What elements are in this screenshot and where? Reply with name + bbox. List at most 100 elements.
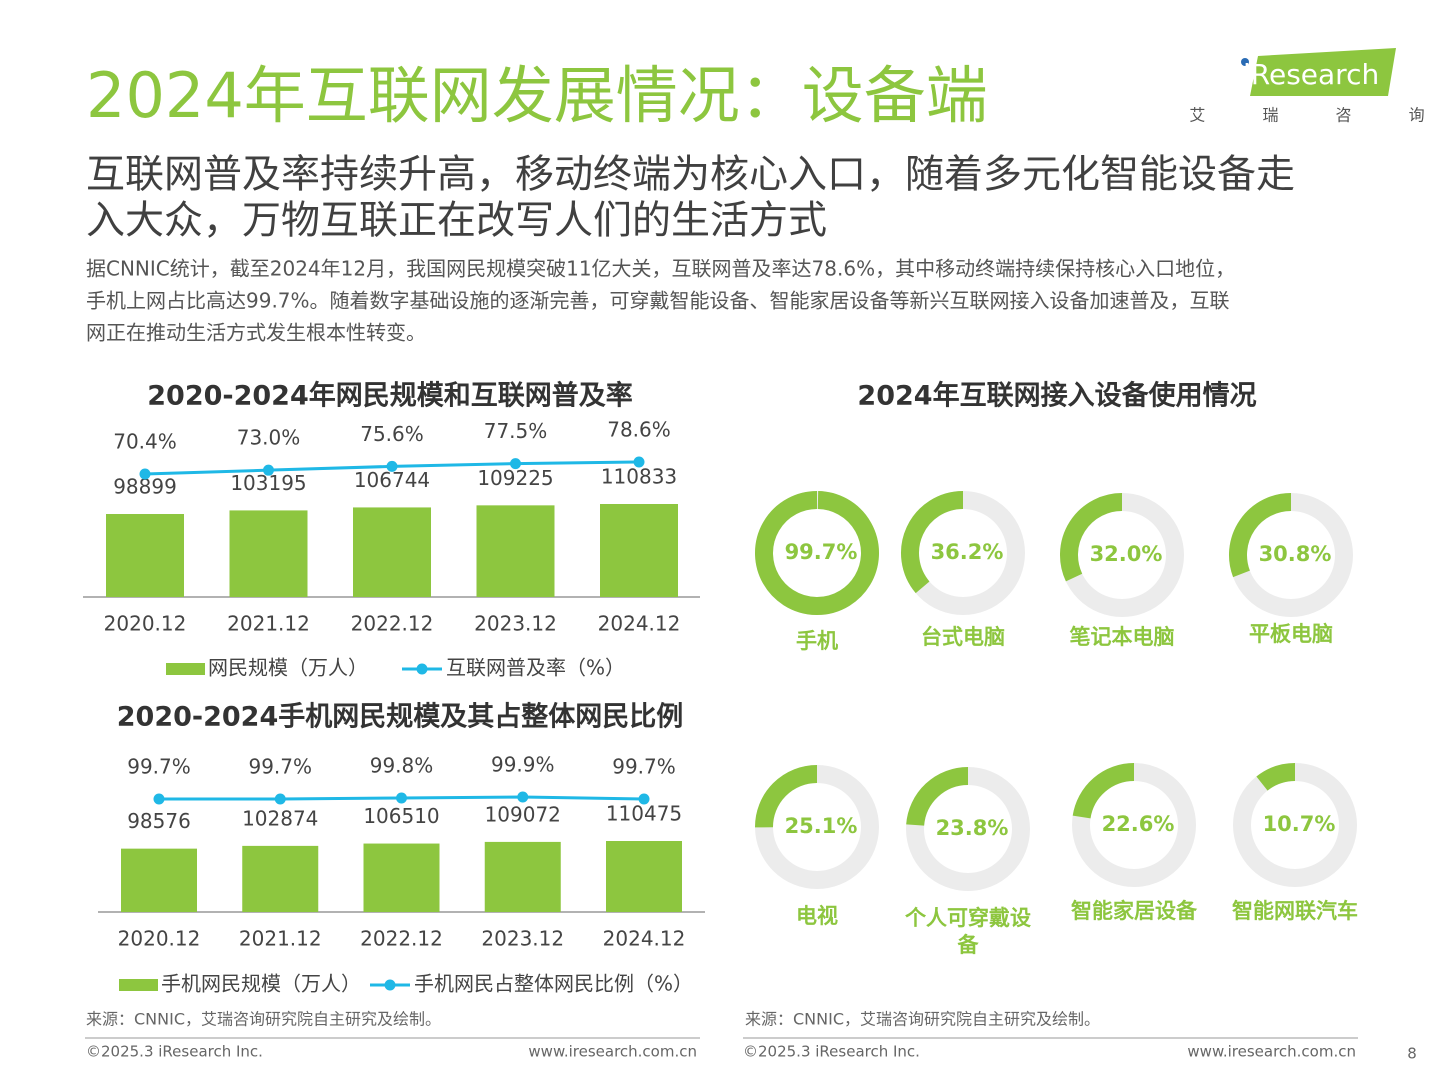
donut-arc <box>1060 493 1123 582</box>
donut-value-label: 30.8% <box>1259 542 1332 566</box>
chart-title: 2024年互联网接入设备使用情况 <box>857 380 1256 412</box>
donut-value-label: 23.8% <box>936 816 1009 840</box>
donut-category-label: 台式电脑 <box>921 625 1005 649</box>
page-title: 2024年互联网发展情况：设备端 <box>86 59 988 132</box>
legend-swatch <box>416 663 428 675</box>
logo: iResearch <box>1243 58 1379 91</box>
donut-value-label: 36.2% <box>931 540 1004 564</box>
line-point <box>153 793 165 805</box>
subtitle: 互联网普及率持续升高，移动终端为核心入口，随着多元化智能设备走 <box>86 153 1295 198</box>
url: www.iresearch.com.cn <box>1187 1043 1356 1061</box>
bar <box>476 505 555 597</box>
bar <box>242 845 319 912</box>
subtitle: 入大众，万物互联正在改写人们的生活方式 <box>86 199 827 244</box>
bar <box>600 504 678 597</box>
bar-value-label: 106744 <box>354 468 430 492</box>
line-point <box>510 458 521 470</box>
page-number: 8 <box>1407 1045 1417 1063</box>
line-point <box>517 791 529 803</box>
bar-value-label: 98576 <box>127 809 191 833</box>
donut-arc <box>901 491 964 594</box>
logo-subtitle: 艾 瑞 咨 询 <box>1189 106 1440 125</box>
copyright: ©2025.3 iResearch Inc. <box>86 1043 263 1061</box>
bar <box>106 514 184 597</box>
bar <box>353 507 431 597</box>
line-value-label: 99.7% <box>127 755 191 779</box>
donut-category-label: 智能家居设备 <box>1071 899 1197 923</box>
donut-value-label: 32.0% <box>1090 542 1163 566</box>
legend-label: 互联网普及率（%） <box>446 656 625 680</box>
paragraph: 据CNNIC统计，截至2024年12月，我国网民规模突破11亿大关，互联网普及率… <box>86 257 1235 281</box>
line-value-label: 99.7% <box>612 755 676 779</box>
bar-value-label: 106510 <box>363 804 439 828</box>
bar-value-label: 110475 <box>606 802 682 826</box>
bar <box>363 843 440 912</box>
logo-dot <box>1241 58 1249 66</box>
bar-value-label: 109072 <box>485 802 561 826</box>
line-point <box>274 793 286 805</box>
donut-arc <box>755 491 879 615</box>
x-tick-label: 2022.12 <box>360 927 443 951</box>
chart-title: 2020-2024手机网民规模及其占整体网民比例 <box>117 702 684 733</box>
legend-label: 网民规模（万人） <box>208 656 368 680</box>
bar-value-label: 109225 <box>477 466 553 490</box>
x-tick-label: 2023.12 <box>481 927 564 951</box>
line-point <box>139 468 151 480</box>
donut-category-label: 笔记本电脑 <box>1069 625 1175 649</box>
donut-category-label: 手机 <box>796 629 838 653</box>
donut-value-label: 25.1% <box>785 814 858 838</box>
bar-value-label: 102874 <box>242 806 318 830</box>
bar <box>121 848 197 912</box>
donut-arc <box>1229 493 1292 578</box>
legend-label: 手机网民占整体网民比例（%） <box>414 972 693 996</box>
x-tick-label: 2024.12 <box>603 927 686 951</box>
donut-category-label: 平板电脑 <box>1249 622 1333 646</box>
line-value-label: 70.4% <box>113 429 177 453</box>
donut-category-label: 个人可穿戴设备 <box>905 906 1031 957</box>
donut-category-label: 智能网联汽车 <box>1232 899 1358 923</box>
bar <box>484 841 561 912</box>
bar <box>229 510 308 597</box>
donut-arc <box>1256 763 1296 791</box>
x-tick-label: 2021.12 <box>227 612 310 636</box>
donut-arc <box>755 765 818 828</box>
bar-value-label: 110833 <box>601 465 677 489</box>
source: 来源：CNNIC，艾瑞咨询研究院自主研究及绘制。 <box>745 1010 1100 1029</box>
donut-category-label: 电视 <box>796 904 838 928</box>
x-tick-label: 2024.12 <box>598 612 681 636</box>
line-point <box>263 464 274 476</box>
logo-shape <box>1250 48 1396 96</box>
bar <box>606 841 682 912</box>
x-tick-label: 2023.12 <box>474 612 557 636</box>
legend-swatch <box>166 663 205 675</box>
donut-arc <box>1072 763 1135 819</box>
legend-swatch <box>119 979 158 991</box>
donut-value-label: 10.7% <box>1263 812 1336 836</box>
x-tick-label: 2020.12 <box>104 612 187 636</box>
donut-value-label: 99.7% <box>785 540 858 564</box>
x-tick-label: 2021.12 <box>239 927 322 951</box>
chart-title: 2020-2024年网民规模和互联网普及率 <box>147 380 633 412</box>
url: www.iresearch.com.cn <box>528 1043 697 1061</box>
paragraph: 手机上网占比高达99.7%。随着数字基础设施的逐渐完善，可穿戴智能设备、智能家居… <box>86 289 1230 313</box>
legend-swatch <box>384 979 396 991</box>
line-point <box>396 792 407 804</box>
source: 来源：CNNIC，艾瑞咨询研究院自主研究及绘制。 <box>86 1010 441 1029</box>
legend-label: 手机网民规模（万人） <box>161 972 361 996</box>
line-point <box>386 460 398 472</box>
line-value-label: 99.7% <box>248 755 312 779</box>
donut-arc <box>906 767 969 827</box>
x-tick-label: 2022.12 <box>351 612 434 636</box>
line-value-label: 78.6% <box>607 418 671 442</box>
donut-value-label: 22.6% <box>1102 812 1175 836</box>
line-point <box>638 793 650 805</box>
line-point <box>633 456 645 468</box>
line-value-label: 75.6% <box>360 422 424 446</box>
x-tick-label: 2020.12 <box>118 927 201 951</box>
line-value-label: 99.8% <box>370 754 434 778</box>
line-value-label: 99.9% <box>491 753 555 777</box>
copyright: ©2025.3 iResearch Inc. <box>743 1043 920 1061</box>
paragraph: 网正在推动生活方式发生根本性转变。 <box>86 321 426 345</box>
